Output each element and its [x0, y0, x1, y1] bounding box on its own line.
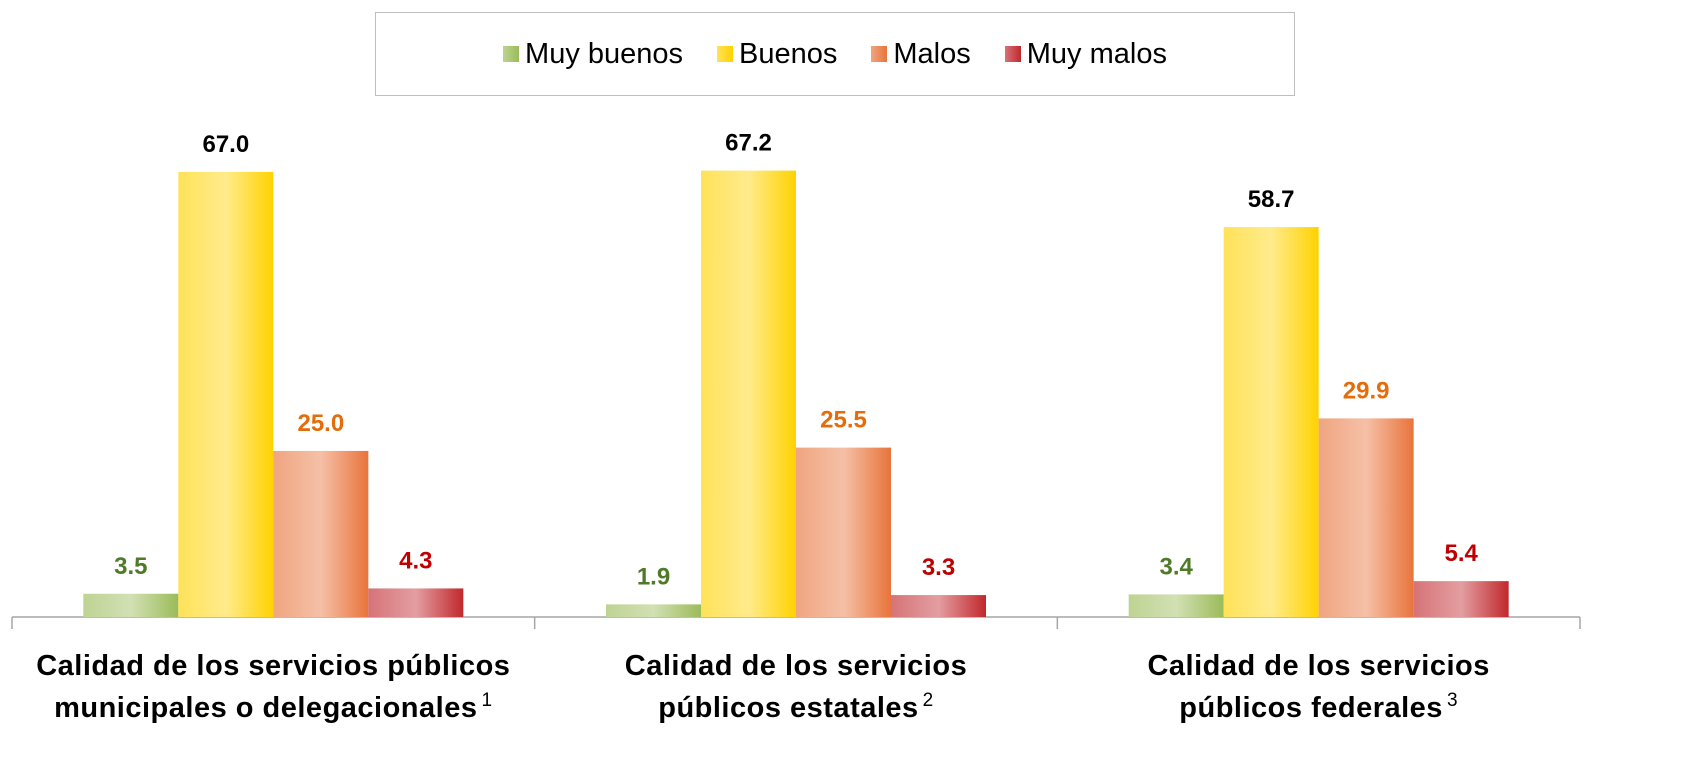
legend-item: Muy buenos	[503, 38, 683, 71]
legend: Muy buenos Buenos Malos Muy malos	[375, 12, 1295, 96]
bar	[1223, 227, 1319, 618]
legend-item: Buenos	[717, 38, 837, 71]
bar	[178, 171, 274, 617]
bar	[701, 170, 796, 617]
legend-swatch	[871, 46, 888, 62]
value-label: 5.4	[1444, 540, 1478, 567]
bar	[273, 450, 369, 617]
bar	[796, 447, 891, 617]
legend-label: Muy buenos	[525, 37, 684, 70]
legend-item: Malos	[871, 37, 971, 71]
bar	[368, 588, 464, 617]
legend-swatch	[1004, 46, 1021, 62]
category-note: 2	[922, 690, 934, 712]
bar	[83, 593, 179, 617]
value-label: 67.0	[202, 131, 249, 158]
bar	[891, 595, 986, 617]
category-text: Calidad de los servicios públicos estata…	[624, 650, 968, 724]
category-text: Calidad de los servicios públicos munici…	[36, 650, 511, 724]
legend-item: Muy malos	[1004, 37, 1167, 71]
legend-label: Buenos	[739, 37, 838, 70]
value-label: 58.7	[1248, 186, 1295, 213]
value-label: 25.0	[297, 410, 344, 437]
category-label: Calidad de los servicios públicos estata…	[536, 645, 1056, 729]
legend-swatch	[717, 46, 734, 62]
value-label: 1.9	[637, 563, 670, 590]
value-label: 4.3	[399, 547, 432, 574]
category-label: Calidad de los servicios públicos munici…	[13, 645, 533, 729]
value-label: 3.4	[1159, 553, 1193, 580]
legend-label: Muy malos	[1026, 37, 1167, 70]
bar	[606, 604, 701, 617]
category-note: 3	[1446, 690, 1459, 712]
bar	[1413, 581, 1509, 617]
category-text: Calidad de los servicios públicos federa…	[1147, 650, 1490, 724]
value-label: 25.5	[820, 407, 867, 434]
value-label: 3.3	[922, 554, 955, 581]
category-note: 1	[481, 690, 493, 712]
bar	[1128, 594, 1224, 617]
legend-label: Malos	[893, 37, 971, 70]
bar	[1318, 418, 1414, 617]
category-label: Calidad de los servicios públicos federa…	[1059, 645, 1579, 729]
value-label: 3.5	[114, 553, 147, 580]
value-label: 29.9	[1343, 377, 1390, 404]
legend-swatch	[503, 46, 520, 62]
value-label: 67.2	[725, 130, 772, 157]
